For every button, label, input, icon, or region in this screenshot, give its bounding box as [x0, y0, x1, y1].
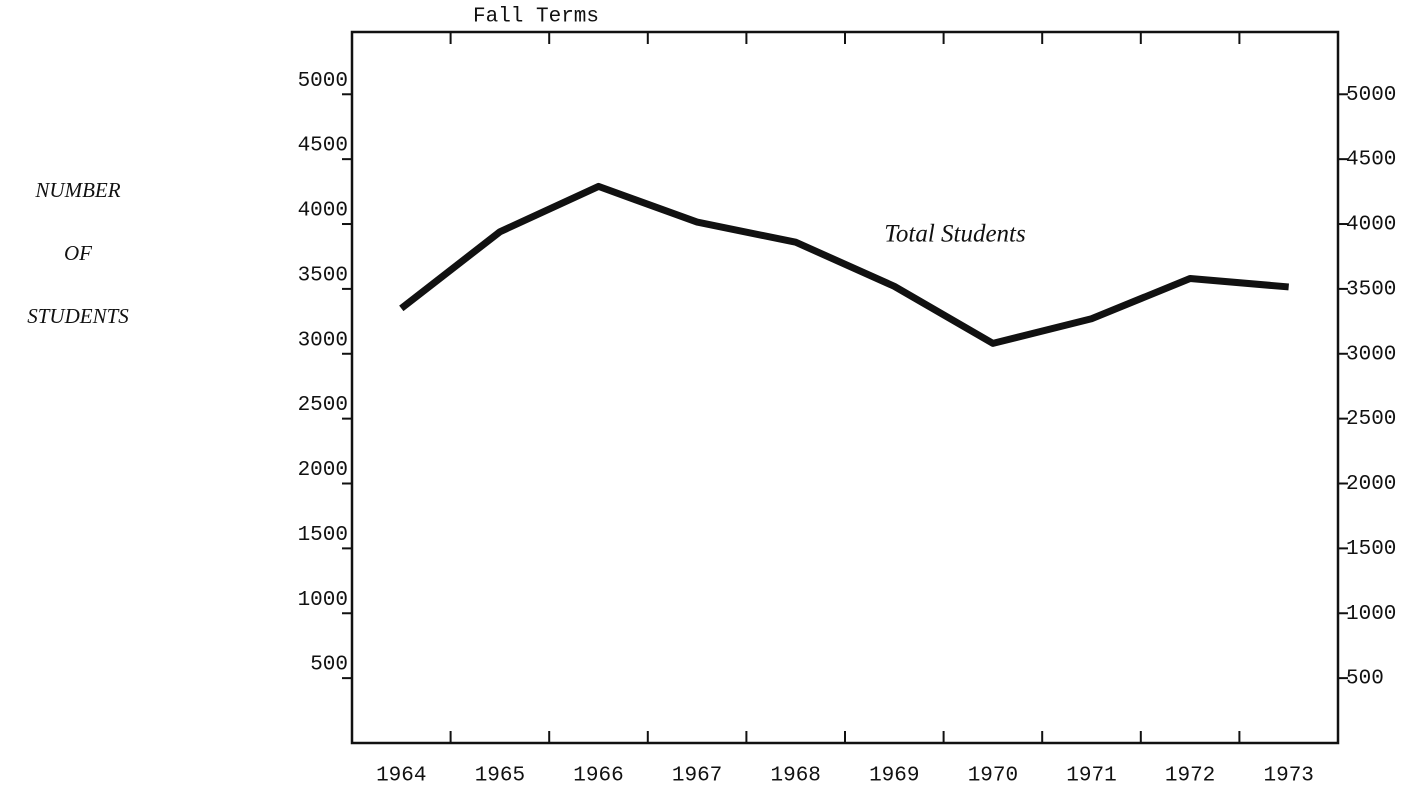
y-tick-label: 5000 — [298, 70, 348, 93]
y-tick-label: 1500 — [298, 524, 348, 547]
y-axis-label: OF — [64, 241, 92, 265]
chart-title: Fall Terms — [473, 6, 599, 29]
y2-tick-label: 5000 — [1346, 84, 1396, 107]
x-tick-label: 1965 — [475, 765, 525, 788]
x-tick-label: 1967 — [672, 765, 722, 788]
x-tick-label: 1973 — [1263, 765, 1313, 788]
y-tick-label: 500 — [310, 654, 348, 677]
y2-tick-label: 3500 — [1346, 278, 1396, 301]
y2-tick-label: 1000 — [1346, 603, 1396, 626]
y2-tick-label: 1500 — [1346, 538, 1396, 561]
y-axis-label: STUDENTS — [27, 304, 129, 328]
x-tick-label: 1966 — [573, 765, 623, 788]
x-tick-label: 1972 — [1165, 765, 1215, 788]
y-tick-label: 3500 — [298, 264, 348, 287]
x-tick-label: 1970 — [968, 765, 1018, 788]
y-tick-label: 2500 — [298, 394, 348, 417]
y2-tick-label: 4000 — [1346, 214, 1396, 237]
x-tick-label: 1968 — [770, 765, 820, 788]
y-tick-label: 4000 — [298, 200, 348, 223]
x-tick-label: 1971 — [1066, 765, 1116, 788]
y2-tick-label: 4500 — [1346, 149, 1396, 172]
y-tick-label: 2000 — [298, 459, 348, 482]
x-tick-label: 1964 — [376, 765, 426, 788]
data-line — [399, 182, 1289, 347]
y2-tick-label: 3000 — [1346, 343, 1396, 366]
series-label: Total Students — [884, 221, 1025, 248]
plot-frame — [350, 30, 1340, 745]
y-tick-label: 3000 — [298, 329, 348, 352]
x-tick-label: 1969 — [869, 765, 919, 788]
y-axis-label: NUMBER — [34, 178, 120, 202]
y2-tick-label: 2000 — [1346, 473, 1396, 496]
y2-tick-label: 500 — [1346, 668, 1384, 691]
y2-tick-label: 2500 — [1346, 408, 1396, 431]
y-tick-label: 4500 — [298, 135, 348, 158]
y-tick-label: 1000 — [298, 589, 348, 612]
